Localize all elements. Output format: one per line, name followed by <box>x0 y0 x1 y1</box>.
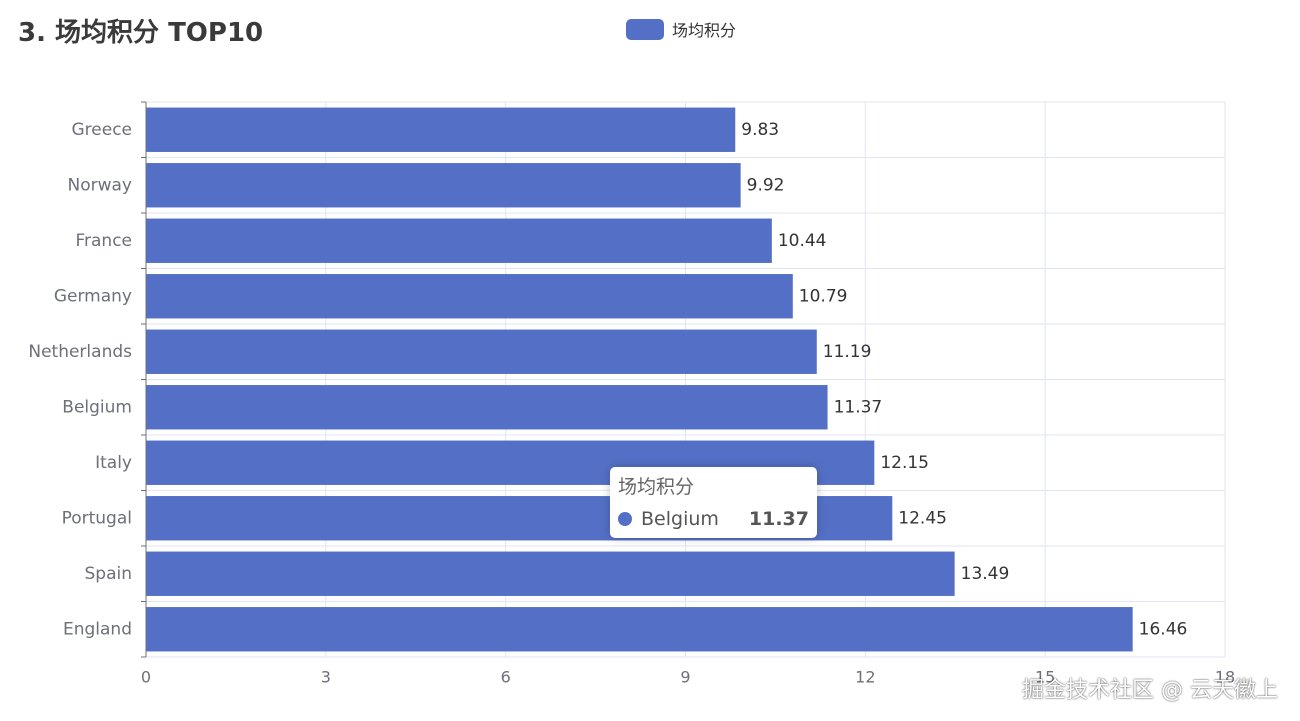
data-label: 16.46 <box>1139 619 1188 639</box>
x-tick-label: 12 <box>855 668 875 687</box>
data-label: 12.45 <box>898 508 947 528</box>
bar <box>146 329 817 374</box>
data-label: 11.37 <box>834 397 883 417</box>
y-tick-label: Portugal <box>62 508 132 528</box>
data-label: 13.49 <box>961 564 1010 584</box>
bar <box>146 551 955 596</box>
y-tick-label: Germany <box>54 286 132 306</box>
legend-item[interactable]: 场均积分 <box>626 17 736 41</box>
legend-swatch <box>626 18 664 40</box>
tooltip-title: 场均积分 <box>618 476 695 498</box>
data-label: 9.92 <box>747 175 785 195</box>
watermark: 掘金技术社区 @ 云天徽上 <box>1022 678 1278 703</box>
y-tick-label: Netherlands <box>28 342 132 362</box>
data-label: 11.19 <box>823 342 872 362</box>
tooltip-marker <box>618 512 632 526</box>
y-tick-label: France <box>75 231 132 251</box>
bar <box>146 107 736 152</box>
tooltip-name: Belgium <box>641 508 719 530</box>
bar <box>146 385 828 430</box>
y-tick-label: Spain <box>85 564 133 584</box>
y-tick-label: Italy <box>95 453 132 473</box>
y-tick-label: Belgium <box>62 397 132 417</box>
data-label: 9.83 <box>741 120 779 140</box>
tooltip: 场均积分 Belgium 11.37 <box>610 467 817 538</box>
x-tick-label: 15 <box>1035 668 1055 687</box>
legend-label: 场均积分 <box>672 21 737 40</box>
x-tick-label: 6 <box>501 668 511 687</box>
tooltip-row: Belgium 11.37 <box>618 508 809 530</box>
data-label: 10.79 <box>799 286 848 306</box>
x-tick-label: 18 <box>1215 668 1235 687</box>
bar <box>146 163 741 208</box>
bar <box>146 274 793 319</box>
bar <box>146 607 1133 652</box>
data-label: 10.44 <box>778 231 827 251</box>
x-tick-label: 0 <box>141 668 151 687</box>
bar <box>146 218 772 263</box>
y-tick-label: Greece <box>71 120 132 140</box>
x-tick-label: 9 <box>680 668 690 687</box>
y-tick-label: England <box>63 619 132 639</box>
y-tick-label: Norway <box>68 175 133 195</box>
chart-title: 3. 场均积分 TOP10 <box>18 18 264 48</box>
tooltip-value: 11.37 <box>748 508 809 530</box>
x-tick-label: 3 <box>321 668 331 687</box>
data-label: 12.15 <box>880 453 929 473</box>
